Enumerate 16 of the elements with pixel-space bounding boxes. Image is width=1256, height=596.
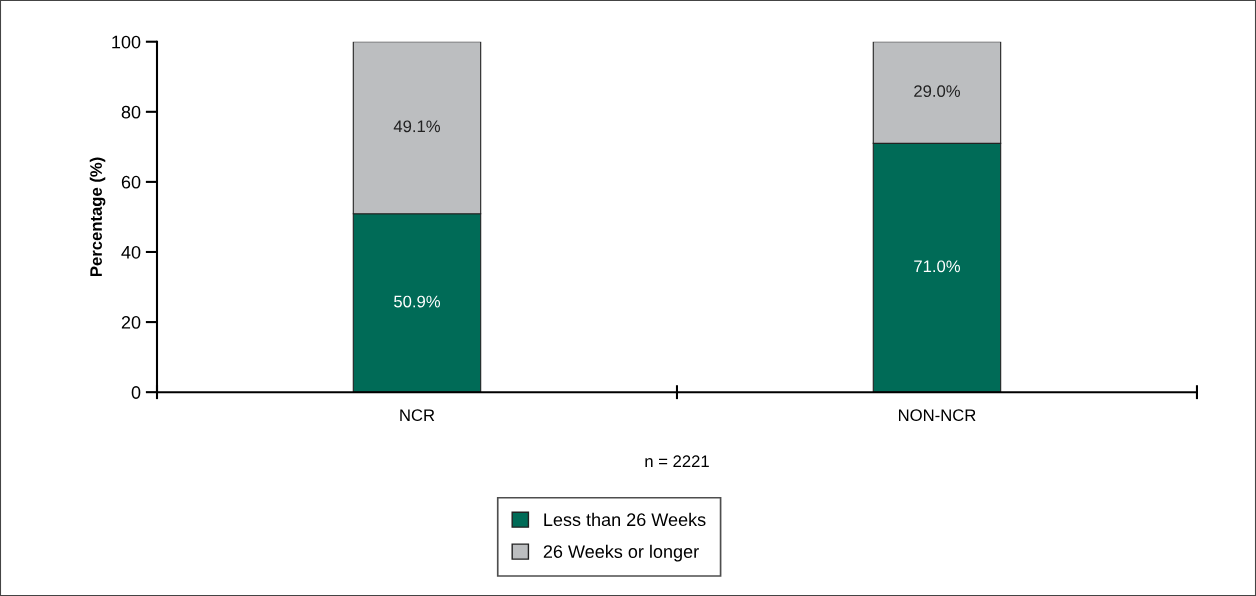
y-tick-label: 0 xyxy=(131,386,141,399)
data-label: 71.0% xyxy=(914,260,961,273)
y-tick-label: 100 xyxy=(112,35,141,49)
legend-label: Less than 26 Weeks xyxy=(544,512,706,527)
x-tick-label: NON-NCR xyxy=(899,409,976,422)
x-axis-title: n = 2221 xyxy=(645,455,709,467)
legend-label: 26 Weeks or longer xyxy=(543,544,699,562)
data-label: 29.0% xyxy=(914,85,961,98)
y-tick-label: 80 xyxy=(121,105,141,119)
data-label: 49.1% xyxy=(393,120,441,133)
data-label: 50.9% xyxy=(394,295,441,308)
x-tick-label: NCR xyxy=(400,409,435,422)
y-tick-label: 60 xyxy=(121,175,141,189)
y-tick-label: 40 xyxy=(121,245,141,259)
y-axis-title: Percentage (%) xyxy=(89,157,106,277)
y-tick-label: 20 xyxy=(121,316,141,329)
